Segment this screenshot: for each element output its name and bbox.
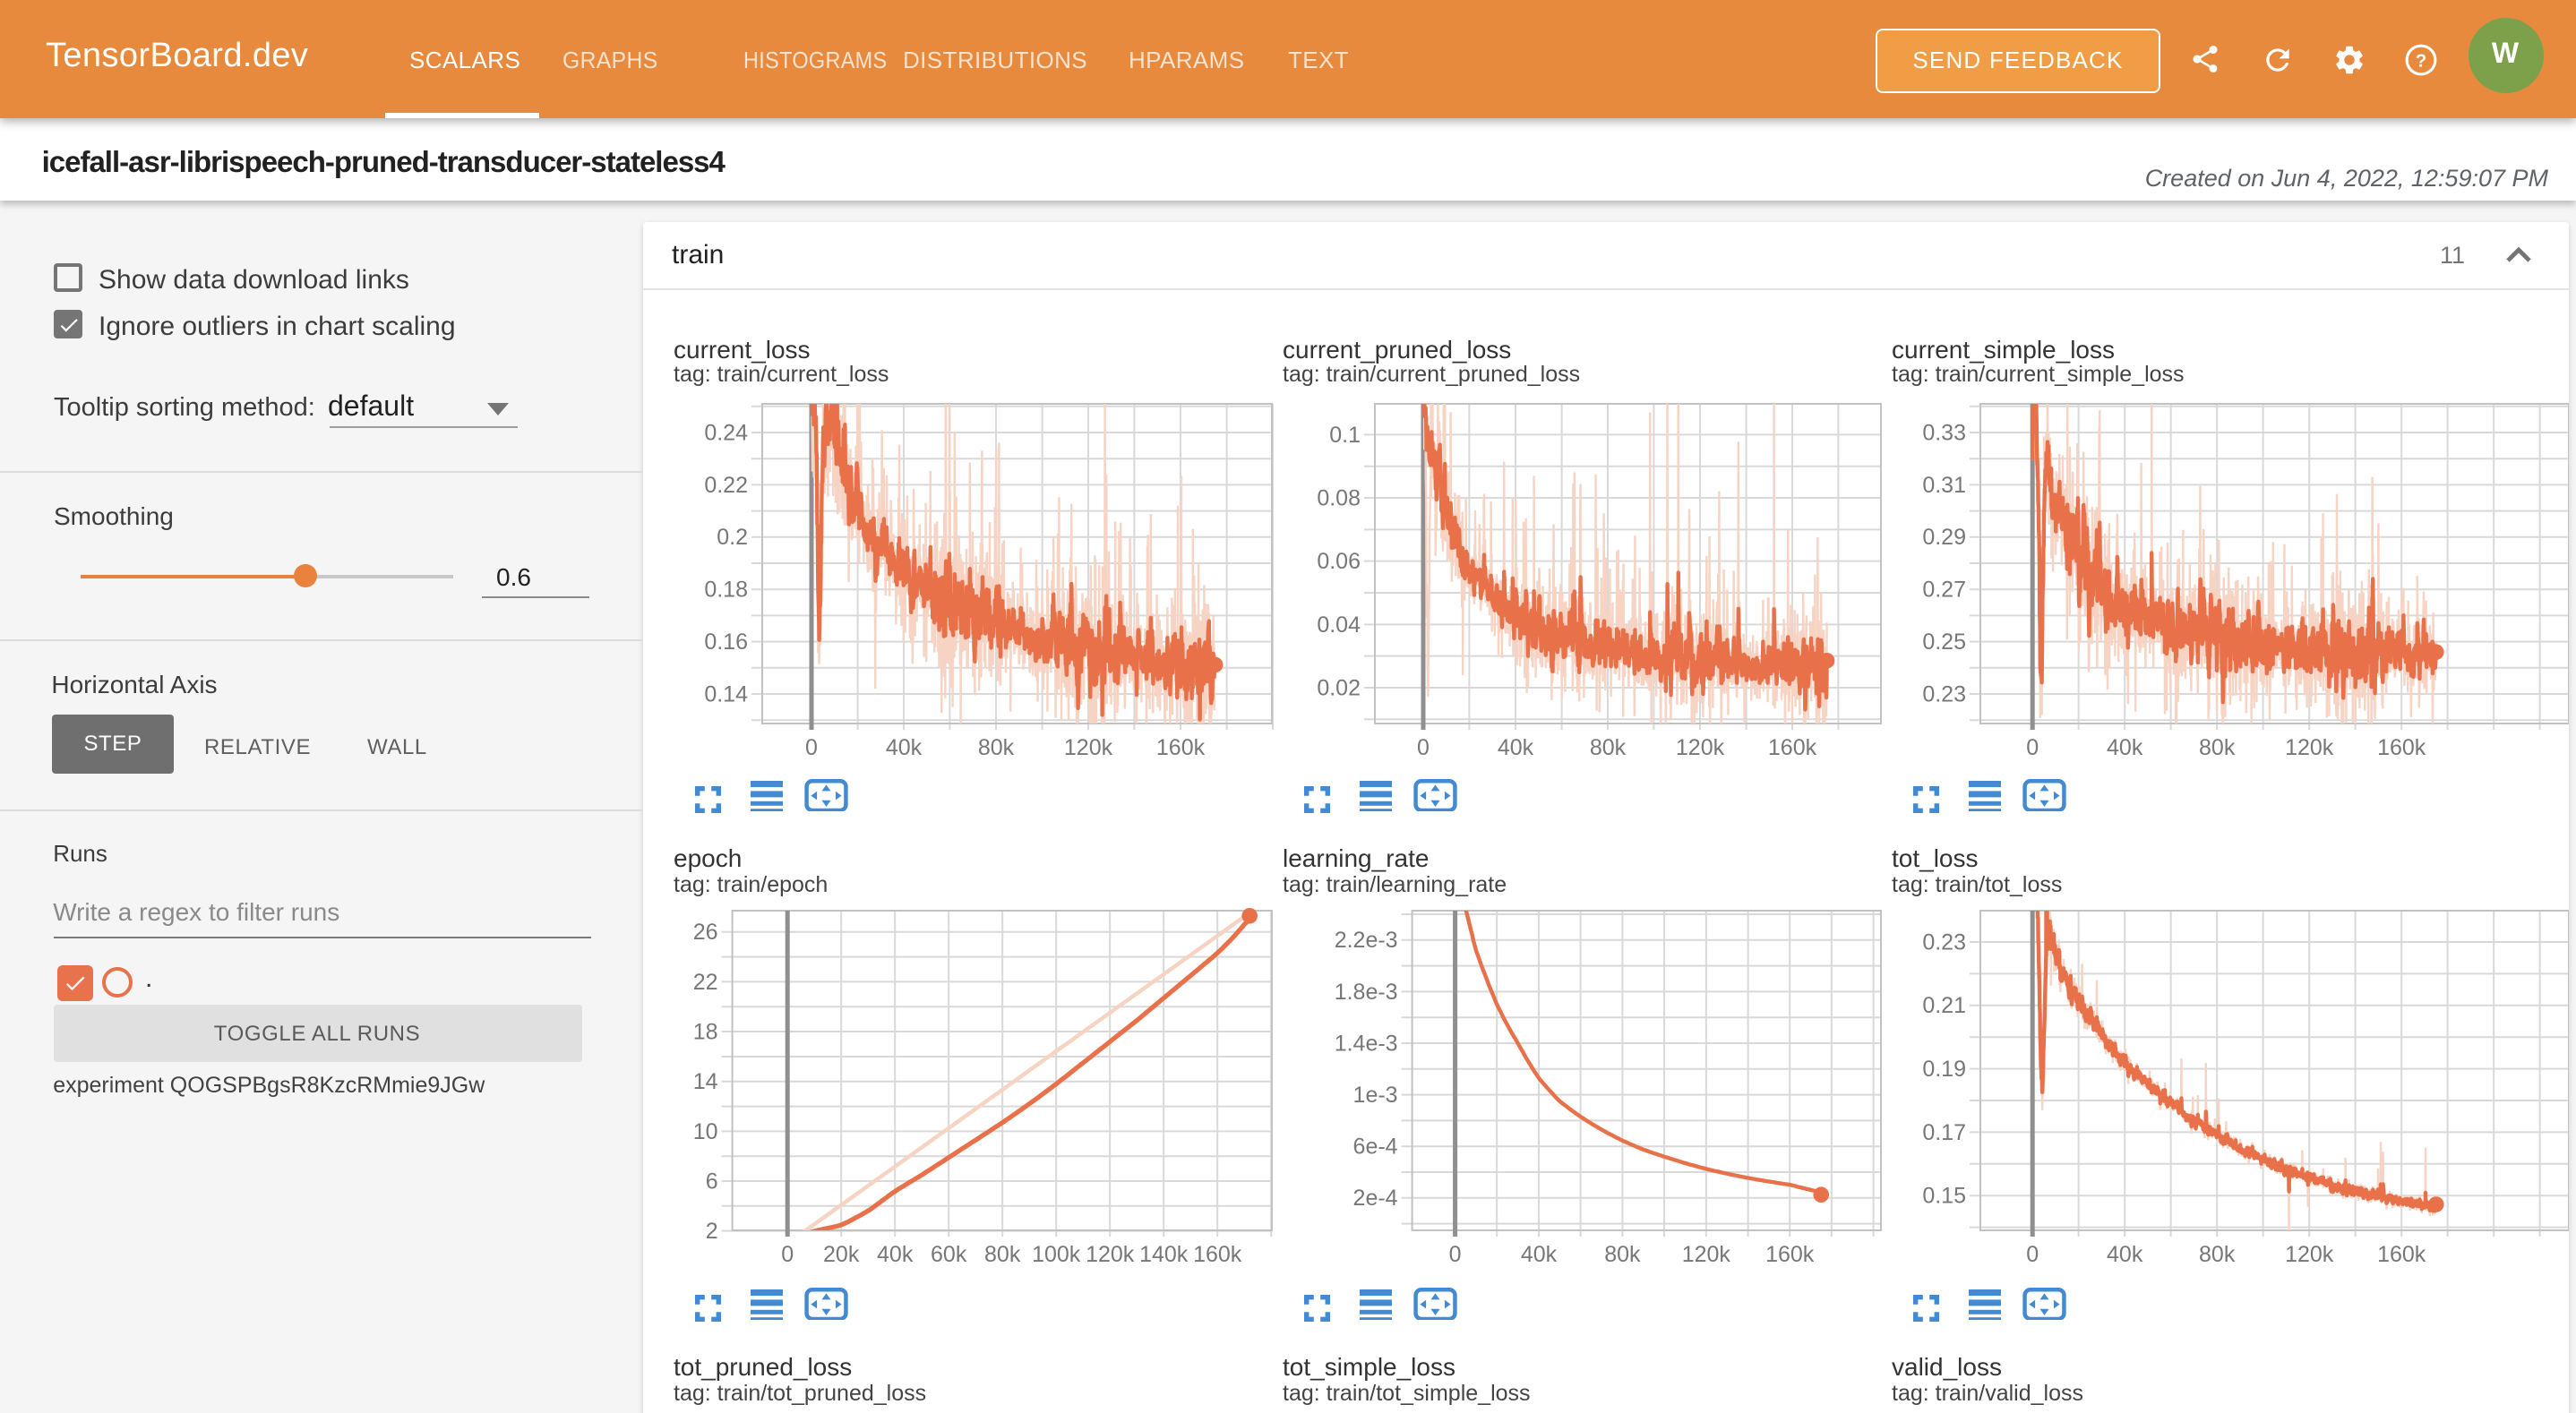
svg-text:0.17: 0.17: [1922, 1119, 1966, 1144]
svg-text:0.24: 0.24: [704, 420, 748, 445]
svg-text:0: 0: [1417, 735, 1430, 760]
svg-text:0.27: 0.27: [1922, 578, 1966, 603]
svg-text:0.04: 0.04: [1317, 612, 1361, 638]
svg-text:40k: 40k: [886, 735, 923, 760]
svg-text:0.23: 0.23: [1922, 681, 1966, 706]
svg-text:160k: 160k: [1156, 735, 1206, 760]
svg-text:120k: 120k: [1064, 735, 1113, 760]
svg-text:6: 6: [706, 1168, 718, 1193]
svg-text:0.2: 0.2: [717, 525, 748, 550]
svg-text:18: 18: [693, 1018, 718, 1043]
svg-text:22: 22: [693, 969, 718, 994]
svg-text:1e-3: 1e-3: [1353, 1082, 1398, 1107]
svg-text:160k: 160k: [1768, 735, 1817, 760]
svg-text:140k: 140k: [1139, 1241, 1189, 1266]
svg-text:0.29: 0.29: [1922, 525, 1966, 550]
svg-text:0.14: 0.14: [704, 681, 748, 706]
svg-text:80k: 80k: [978, 735, 1015, 760]
svg-text:40k: 40k: [877, 1241, 914, 1266]
svg-text:0.19: 0.19: [1922, 1056, 1966, 1081]
svg-text:40k: 40k: [2107, 735, 2143, 760]
svg-text:0.18: 0.18: [704, 578, 748, 603]
svg-text:0.08: 0.08: [1317, 485, 1361, 510]
svg-text:20k: 20k: [823, 1241, 860, 1266]
svg-text:0: 0: [2026, 1241, 2039, 1266]
svg-text:80k: 80k: [984, 1241, 1021, 1266]
svg-text:6e-4: 6e-4: [1353, 1134, 1398, 1159]
svg-text:120k: 120k: [1086, 1241, 1135, 1266]
svg-text:100k: 100k: [1032, 1241, 1081, 1266]
svg-text:0.31: 0.31: [1922, 473, 1966, 498]
svg-text:2: 2: [706, 1218, 718, 1243]
svg-text:0.15: 0.15: [1922, 1183, 1966, 1208]
svg-text:160k: 160k: [2377, 1241, 2426, 1266]
svg-text:80k: 80k: [1590, 735, 1627, 760]
svg-text:0: 0: [2026, 735, 2039, 760]
svg-text:26: 26: [693, 919, 718, 944]
svg-text:120k: 120k: [1676, 735, 1725, 760]
svg-text:80k: 80k: [1604, 1241, 1641, 1266]
svg-text:40k: 40k: [1498, 735, 1534, 760]
svg-text:0: 0: [1449, 1241, 1462, 1266]
svg-text:0.02: 0.02: [1317, 675, 1361, 700]
svg-text:80k: 80k: [2199, 735, 2236, 760]
svg-text:160k: 160k: [1765, 1241, 1815, 1266]
svg-text:?: ?: [2416, 49, 2427, 70]
svg-text:80k: 80k: [2199, 1241, 2236, 1266]
svg-text:0: 0: [805, 735, 818, 760]
svg-text:0.33: 0.33: [1922, 420, 1966, 445]
svg-text:0.22: 0.22: [704, 473, 748, 498]
svg-text:60k: 60k: [931, 1241, 967, 1266]
svg-text:10: 10: [693, 1118, 718, 1143]
svg-text:40k: 40k: [2107, 1241, 2143, 1266]
svg-text:160k: 160k: [2377, 735, 2426, 760]
svg-text:2.2e-3: 2.2e-3: [1335, 927, 1398, 952]
svg-text:0.21: 0.21: [1922, 992, 1966, 1017]
svg-text:0.1: 0.1: [1329, 423, 1361, 448]
svg-text:40k: 40k: [1521, 1241, 1558, 1266]
svg-text:1.4e-3: 1.4e-3: [1335, 1030, 1398, 1055]
svg-text:0: 0: [781, 1241, 794, 1266]
svg-text:0.06: 0.06: [1317, 549, 1361, 574]
svg-text:1.8e-3: 1.8e-3: [1335, 979, 1398, 1004]
svg-text:0.16: 0.16: [704, 629, 748, 655]
svg-text:0.25: 0.25: [1922, 629, 1966, 655]
svg-text:0.23: 0.23: [1922, 929, 1966, 954]
svg-text:14: 14: [693, 1068, 718, 1093]
svg-text:120k: 120k: [2285, 735, 2334, 760]
svg-text:160k: 160k: [1193, 1241, 1242, 1266]
svg-text:120k: 120k: [2285, 1241, 2334, 1266]
svg-text:120k: 120k: [1682, 1241, 1731, 1266]
svg-text:2e-4: 2e-4: [1353, 1185, 1398, 1210]
